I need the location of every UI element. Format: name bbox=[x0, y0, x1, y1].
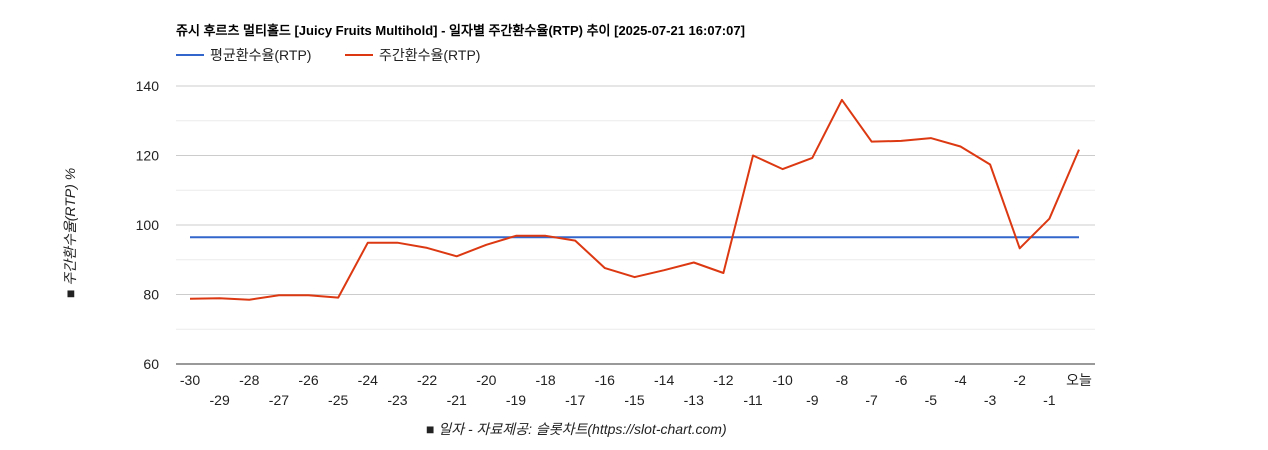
x-tick-label: -5 bbox=[925, 392, 938, 408]
x-tick-label: -28 bbox=[239, 372, 259, 388]
x-tick-label: -2 bbox=[1014, 372, 1027, 388]
x-tick-label: -17 bbox=[565, 392, 585, 408]
x-tick-label: -14 bbox=[654, 372, 674, 388]
x-tick-label: -6 bbox=[895, 372, 908, 388]
x-tick-label: -27 bbox=[269, 392, 289, 408]
x-tick-label: -16 bbox=[595, 372, 615, 388]
legend-label-average: 평균환수율(RTP) bbox=[210, 47, 311, 63]
x-tick-label: -8 bbox=[836, 372, 849, 388]
x-tick-label: -15 bbox=[624, 392, 644, 408]
y-tick-label: 80 bbox=[143, 287, 159, 303]
x-tick-label: -13 bbox=[684, 392, 704, 408]
x-tick-label: -26 bbox=[298, 372, 318, 388]
legend-label-weekly: 주간환수율(RTP) bbox=[379, 47, 480, 63]
y-axis-title: ■ 주간환수율(RTP) % bbox=[62, 168, 78, 298]
x-tick-label: -10 bbox=[773, 372, 793, 388]
chart-title: 쥬시 후르츠 멀티홀드 [Juicy Fruits Multihold] - 일… bbox=[176, 23, 745, 38]
legend: 평균환수율(RTP) 주간환수율(RTP) bbox=[176, 47, 480, 63]
x-tick-label: -29 bbox=[210, 392, 230, 408]
x-axis-ticks: -30-29-28-27-26-25-24-23-22-21-20-19-18-… bbox=[180, 372, 1092, 408]
x-tick-label: -12 bbox=[713, 372, 733, 388]
y-tick-label: 140 bbox=[136, 78, 160, 94]
x-tick-label: -4 bbox=[954, 372, 967, 388]
y-tick-label: 60 bbox=[143, 356, 159, 372]
y-tick-label: 120 bbox=[136, 148, 160, 164]
series-line-weekly bbox=[189, 98, 1080, 301]
x-tick-label: -11 bbox=[743, 392, 762, 408]
x-tick-label: -19 bbox=[506, 392, 526, 408]
x-tick-label: -9 bbox=[806, 392, 819, 408]
x-tick-label: -23 bbox=[387, 392, 407, 408]
x-tick-label: -30 bbox=[180, 372, 200, 388]
x-tick-label: -21 bbox=[447, 392, 467, 408]
gridlines bbox=[176, 85, 1095, 365]
x-tick-label: -22 bbox=[417, 372, 437, 388]
x-axis-title: ■ 일자 - 자료제공: 슬롯차트(https://slot-chart.com… bbox=[426, 421, 727, 437]
x-tick-label: -20 bbox=[476, 372, 496, 388]
x-tick-label: -3 bbox=[984, 392, 997, 408]
x-tick-label: -7 bbox=[865, 392, 878, 408]
x-tick-label: -24 bbox=[358, 372, 378, 388]
x-tick-label: -1 bbox=[1043, 392, 1056, 408]
series-lines bbox=[189, 98, 1080, 301]
y-tick-label: 100 bbox=[136, 217, 160, 233]
x-tick-label: -25 bbox=[328, 392, 348, 408]
y-axis-ticks: 60 80 100 120 140 bbox=[136, 78, 160, 372]
x-tick-label: -18 bbox=[535, 372, 555, 388]
x-tick-label: 오늘 bbox=[1066, 372, 1092, 388]
